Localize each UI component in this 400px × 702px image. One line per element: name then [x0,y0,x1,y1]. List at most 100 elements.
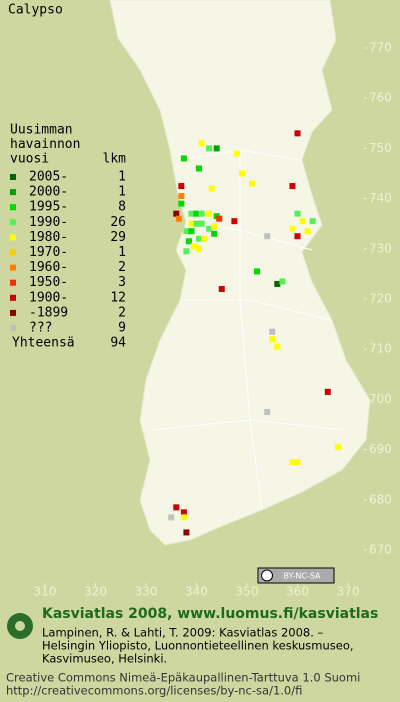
observation [289,459,296,466]
y-tick-label: 670 [369,543,392,557]
legend-label: 1990- [29,215,68,230]
observation [196,245,203,252]
observation [198,220,205,227]
y-tick-label: 760 [369,91,392,105]
observation [289,225,296,232]
y-tick-label: 730 [369,241,392,255]
observation [206,145,213,152]
observation [198,210,205,217]
y-tick-label: 680 [369,492,392,506]
legend-swatch [10,249,16,256]
observation [198,140,205,147]
legend-count: 3 [118,275,126,290]
legend-swatch [10,219,16,226]
legend-swatch [10,234,16,241]
observation [206,225,213,232]
y-tick-label: 770 [369,41,392,55]
observation [211,230,218,237]
license-line: http://creativecommons.org/licenses/by-n… [6,684,302,698]
observation [183,529,190,536]
observation [206,210,213,217]
legend-label: -1899 [29,305,68,320]
observation [180,509,187,516]
x-tick-label: 340 [185,585,208,599]
legend-swatch [10,174,16,180]
x-tick-label: 320 [84,585,107,599]
observation [178,193,185,200]
observation [294,130,301,137]
legend-count: 1 [118,245,126,260]
legend-label: 1960- [29,260,68,275]
map-title: Calypso [8,3,63,18]
region-borders [149,149,347,511]
y-tick-label: 740 [369,191,392,205]
observation [309,218,316,225]
cc-icon [261,569,273,582]
observation [304,228,311,235]
observation [334,444,341,451]
observation [183,228,190,235]
observation [294,459,301,466]
observation [168,514,175,521]
observation [269,328,276,335]
observation [180,155,187,162]
y-tick-label: 690 [369,442,392,456]
observation [218,285,225,292]
legend-label: 1950- [29,275,68,290]
cc-badge: BY-NC-SA [257,567,335,584]
observation [213,145,220,152]
observation [233,150,240,157]
x-tick-label: 370 [337,585,360,599]
legend-count: 1 [118,170,126,185]
legend-label: 1980- [29,230,68,245]
citation-line: Lampinen, R. & Lahti, T. 2009: Kasviatla… [42,626,324,640]
legend-swatch [10,204,16,211]
legend-count: 8 [118,200,126,215]
observation [289,183,296,190]
badge-text: BY-NC-SA [283,572,321,581]
y-tick-label: 700 [369,392,392,406]
x-tick-label: 350 [236,585,259,599]
legend-count: 2 [118,260,126,275]
observation [183,248,190,255]
logo [7,613,33,639]
x-tick-label: 330 [135,585,158,599]
y-tick-label: 710 [369,342,392,356]
legend-heading: Uusimman [10,123,73,138]
y-tick-label: 750 [369,141,392,155]
observation [188,220,195,227]
legend-count: 26 [110,215,126,230]
legend-count: 2 [118,305,126,320]
observation [180,514,187,521]
x-tick-label: 310 [34,585,57,599]
legend-heading: vuosi [10,152,49,167]
license-line: Creative Commons Nimeä-Epäkaupallinen-Ta… [6,671,360,685]
legend-swatch [10,325,16,331]
observation [196,165,203,172]
legend-count: 9 [118,321,126,336]
legend-total-label: Yhteensä [12,336,75,351]
observation [231,218,238,225]
observation [238,170,245,177]
legend-label: 1900- [29,290,68,305]
observation [294,233,301,240]
observation [249,180,256,187]
legend-total: 94 [110,336,126,351]
observation [264,233,271,240]
observation [324,388,331,395]
legend-count: 29 [110,230,126,245]
observation [279,278,286,285]
observation [201,235,208,242]
legend-label: 2005- [29,170,68,185]
observation [178,183,185,190]
observation [299,218,306,225]
legend-count: 12 [110,290,126,305]
observation [193,210,200,217]
legend-swatch [10,309,16,316]
legend-label: 1970- [29,245,68,260]
legend-count-heading: lkm [103,152,127,167]
legend-count: 1 [118,185,126,200]
legend-swatch [10,189,16,196]
observation [188,228,195,235]
